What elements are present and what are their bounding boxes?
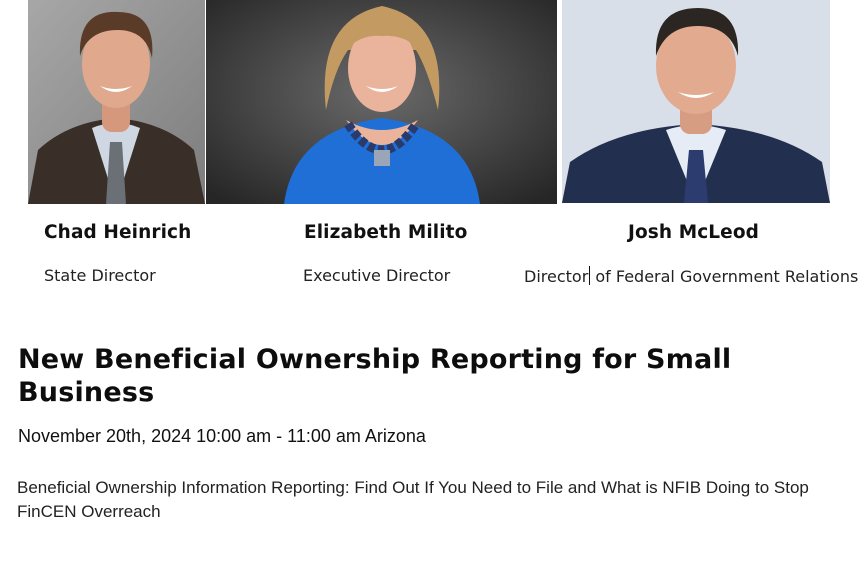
speaker-title: State Director [44,266,156,285]
speaker-photo-elizabeth-milito [206,0,557,204]
speaker-name: Elizabeth Milito [304,222,468,243]
speaker-photo-josh-mcleod [562,0,830,203]
speaker-photo-chad-heinrich [28,0,205,204]
speaker-name: Josh McLeod [628,222,759,243]
speaker-name: Chad Heinrich [44,222,192,243]
event-datetime: November 20th, 2024 10:00 am - 11:00 am … [18,426,426,446]
event-description: Beneficial Ownership Information Reporti… [17,478,809,521]
speaker-title: Executive Director [303,266,451,285]
speaker-title-part: of Federal Government Relations [590,267,859,286]
speaker-title-part: Director [524,267,589,286]
speaker-photo-icon [28,0,205,204]
text-caret [589,266,591,285]
speaker-photo-icon [206,0,557,204]
speaker-title[interactable]: Director of Federal Government Relations [524,266,868,286]
speaker-photo-icon [562,0,830,203]
event-title: New Beneficial Ownership Reporting for S… [18,344,732,408]
